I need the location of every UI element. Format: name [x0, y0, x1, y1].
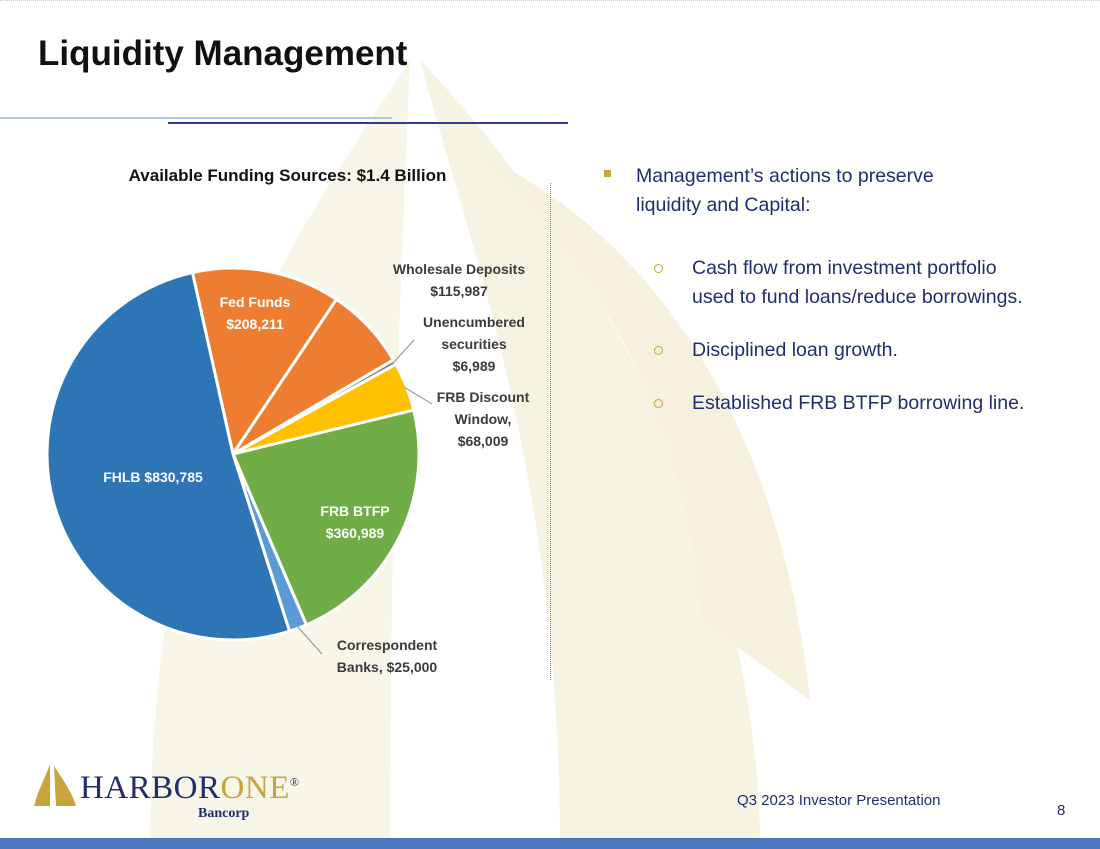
slice-label-line: Banks, $25,000 [336, 659, 438, 675]
circle-bullet-icon [654, 346, 663, 355]
sub-bullet-text: Established FRB BTFP borrowing line. [692, 392, 1025, 414]
chart-title: Available Funding Sources: $1.4 Billion [128, 166, 447, 185]
leader-line-correspondent-banks [296, 626, 323, 655]
page-number: 8 [1057, 802, 1066, 819]
slice-label-unencumbered-securities: Unencumbered securities $6,989 [399, 311, 549, 377]
slice-label-frb-discount-window: FRB Discount Window, $68,009 [413, 386, 553, 452]
slice-label-line: Window, [454, 411, 512, 427]
slice-label-line: Wholesale Deposits [392, 261, 526, 277]
slice-label-line: FHLB $830,785 [103, 469, 203, 485]
slice-label-fhlb: FHLB $830,785 [78, 466, 228, 488]
slice-label-line: FRB BTFP [320, 503, 390, 519]
bottom-bar [0, 838, 1100, 849]
harborone-logo: HarborOne® Bancorp [32, 760, 299, 824]
slice-label-line: securities [441, 336, 507, 352]
circle-bullet-icon [654, 264, 663, 273]
logo-wordmark: HarborOne® [80, 770, 299, 807]
slice-label-line: Fed Funds [219, 294, 291, 310]
title-underline-right [168, 122, 568, 124]
slice-label-wholesale-deposits: Wholesale Deposits $115,987 [374, 258, 544, 302]
slice-label-line: $360,989 [325, 525, 385, 541]
slice-label-fed-funds: Fed Funds $208,211 [200, 291, 310, 335]
pie-slice-fed-funds [190, 266, 338, 456]
square-bullet-icon [604, 170, 611, 177]
main-bullet: Management’s actions to preserve liquidi… [604, 162, 1004, 220]
leader-line-frb-discount-window [404, 386, 433, 405]
logo-harbor: Harbor [80, 770, 221, 806]
pie-slice-fhlb [45, 270, 291, 642]
logo-subtitle: Bancorp [198, 806, 250, 821]
slice-label-line: $115,987 [430, 283, 488, 299]
sub-bullet-list: Cash flow from investment portfolio used… [650, 254, 1030, 442]
sub-bullet-item: Disciplined loan growth. [650, 336, 1030, 365]
slice-label-line: $68,009 [457, 433, 509, 449]
top-dotted-border [0, 0, 1100, 1]
background-sail-right [420, 60, 760, 849]
logo-registered: ® [289, 775, 300, 789]
slice-label-line: Unencumbered [423, 314, 525, 330]
page-title: Liquidity Management [38, 34, 408, 73]
slice-label-line: FRB Discount [436, 389, 530, 405]
slice-label-line: $208,211 [226, 316, 284, 332]
vertical-divider [550, 183, 551, 680]
leader-line-unencumbered-securities [392, 339, 415, 364]
sub-bullet-item: Cash flow from investment portfolio used… [650, 254, 1030, 312]
sub-bullet-item: Established FRB BTFP borrowing line. [650, 389, 1030, 418]
sail-logo-icon [34, 764, 76, 806]
slice-label-frb-btfp: FRB BTFP $360,989 [300, 500, 410, 544]
background-sail-far [470, 150, 810, 700]
sub-bullet-text: Cash flow from investment portfolio used… [692, 257, 1023, 308]
sub-bullet-text: Disciplined loan growth. [692, 339, 898, 361]
slice-label-correspondent-banks: Correspondent Banks, $25,000 [312, 634, 462, 678]
main-bullet-text: Management’s actions to preserve liquidi… [636, 165, 934, 216]
slice-label-line: Correspondent [336, 637, 438, 653]
pie-slice-frb-btfp [231, 408, 421, 627]
circle-bullet-icon [654, 399, 663, 408]
footer-text: Q3 2023 Investor Presentation [737, 792, 941, 809]
title-underline-left [0, 117, 392, 119]
slice-label-line: $6,989 [452, 358, 496, 374]
logo-one: One [220, 770, 290, 806]
